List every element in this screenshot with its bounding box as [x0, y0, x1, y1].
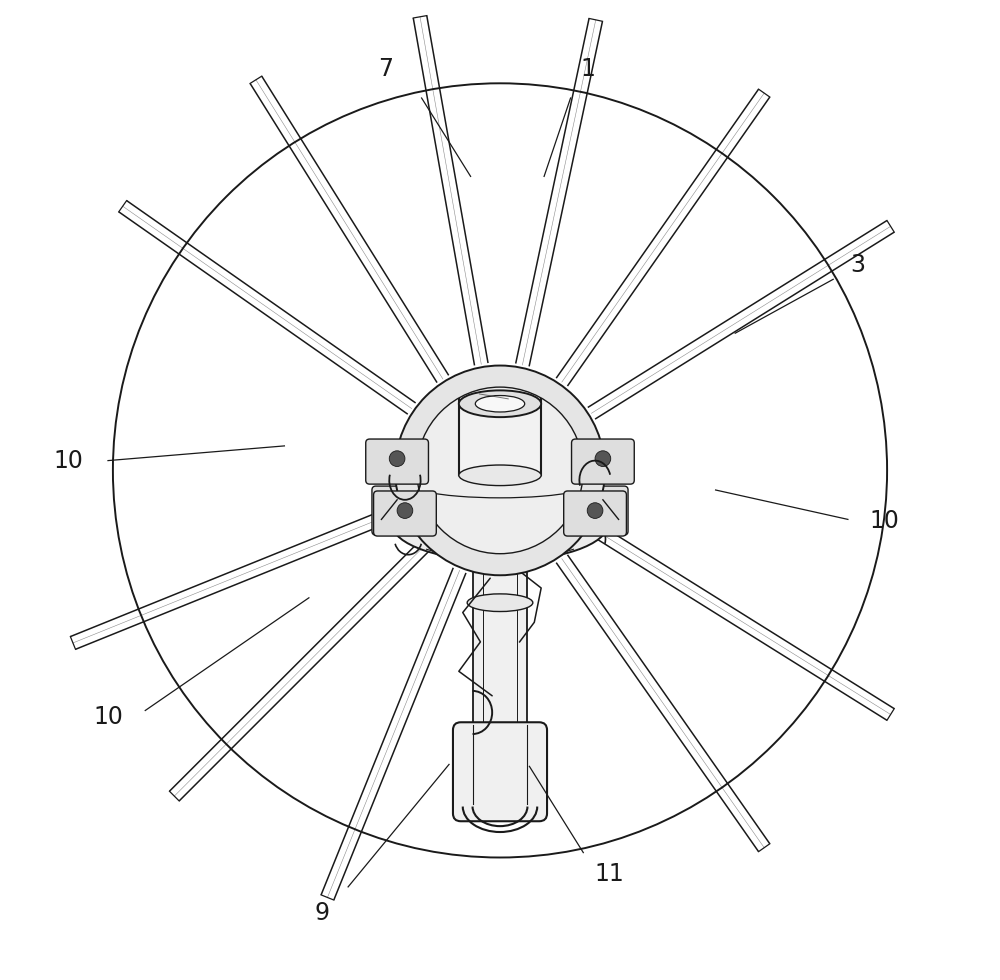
Text: 9: 9	[314, 902, 329, 925]
FancyBboxPatch shape	[565, 486, 628, 535]
FancyBboxPatch shape	[372, 486, 435, 535]
Ellipse shape	[459, 390, 541, 417]
Text: 3: 3	[850, 253, 865, 276]
Ellipse shape	[467, 594, 533, 612]
Circle shape	[389, 451, 405, 466]
Bar	[459, 399, 541, 475]
Circle shape	[395, 366, 605, 575]
FancyBboxPatch shape	[453, 722, 547, 821]
Ellipse shape	[412, 497, 588, 552]
Ellipse shape	[392, 487, 608, 561]
Text: 7: 7	[378, 57, 393, 80]
Circle shape	[589, 498, 605, 514]
Circle shape	[595, 451, 611, 466]
Text: 10: 10	[93, 706, 123, 729]
FancyBboxPatch shape	[572, 439, 634, 484]
Text: 11: 11	[595, 862, 625, 886]
Text: 10: 10	[54, 449, 84, 472]
Circle shape	[397, 503, 413, 518]
Circle shape	[395, 498, 411, 514]
Circle shape	[417, 387, 583, 554]
FancyBboxPatch shape	[564, 491, 626, 536]
Bar	[473, 549, 527, 784]
Circle shape	[587, 503, 603, 518]
Ellipse shape	[475, 396, 525, 412]
Text: 10: 10	[869, 510, 899, 533]
FancyBboxPatch shape	[366, 439, 428, 484]
Text: 1: 1	[581, 57, 596, 80]
FancyBboxPatch shape	[374, 491, 436, 536]
Ellipse shape	[459, 466, 541, 486]
